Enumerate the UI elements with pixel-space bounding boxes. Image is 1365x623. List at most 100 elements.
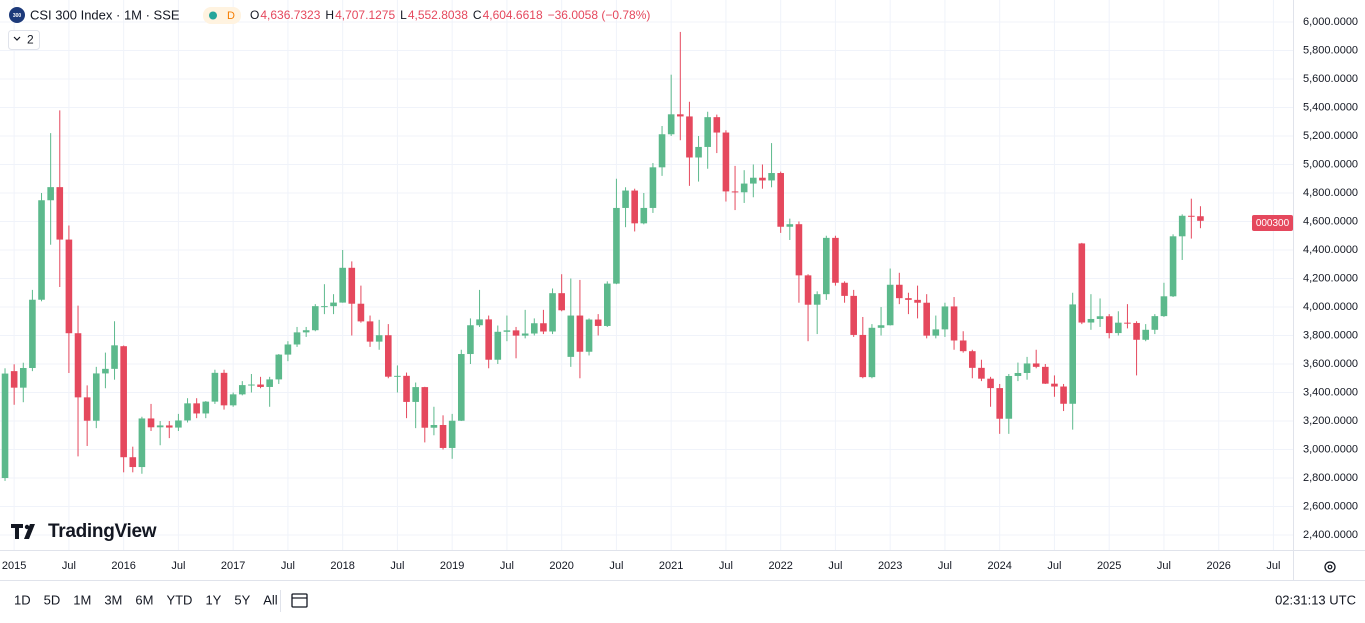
y-tick-label: 3,000.0000 bbox=[1303, 443, 1358, 455]
range-button[interactable]: 5D bbox=[44, 592, 61, 607]
candle-body bbox=[412, 387, 419, 402]
candle-body bbox=[1133, 322, 1140, 340]
candle-body bbox=[868, 327, 876, 378]
candle-body bbox=[950, 306, 958, 341]
candle-body bbox=[886, 284, 894, 326]
candle-body bbox=[38, 200, 45, 300]
y-tick-label: 3,600.0000 bbox=[1303, 358, 1358, 370]
candle-body bbox=[293, 332, 301, 345]
candle-body bbox=[1042, 366, 1049, 384]
candle-body bbox=[311, 306, 319, 331]
range-button[interactable]: 1M bbox=[73, 592, 91, 607]
candle-body bbox=[302, 330, 310, 333]
candle-body bbox=[403, 375, 410, 402]
candle-body bbox=[969, 351, 976, 368]
x-tick-label: 2022 bbox=[768, 560, 792, 572]
y-tick-label: 4,800.0000 bbox=[1303, 187, 1358, 199]
candle-body bbox=[1160, 296, 1168, 317]
candle-body bbox=[905, 298, 912, 300]
candle-body bbox=[439, 425, 447, 448]
ohlc-value: 4,636.7323 bbox=[260, 8, 320, 22]
candle-body bbox=[877, 325, 885, 328]
candle-body bbox=[996, 388, 1003, 419]
candle-body bbox=[987, 378, 994, 389]
candle-body bbox=[549, 293, 556, 332]
candle-body bbox=[56, 187, 64, 240]
candle-body bbox=[257, 384, 264, 387]
ohlc-label: L bbox=[400, 8, 407, 22]
candle-body bbox=[731, 191, 739, 193]
indicators-toggle[interactable] bbox=[8, 30, 40, 50]
x-tick-label: 2015 bbox=[2, 560, 26, 572]
candle-body bbox=[1151, 316, 1159, 330]
candle-body bbox=[923, 302, 930, 336]
x-tick-label: Jul bbox=[1266, 560, 1280, 572]
candle-body bbox=[530, 323, 538, 334]
candle-body bbox=[193, 403, 200, 414]
y-tick-label: 4,200.0000 bbox=[1303, 272, 1358, 284]
x-tick-label: Jul bbox=[719, 560, 733, 572]
x-tick-label: 2016 bbox=[111, 560, 135, 572]
candle-body bbox=[19, 367, 27, 388]
candle-body bbox=[813, 294, 821, 305]
range-button[interactable]: 1Y bbox=[205, 592, 221, 607]
candle-body bbox=[430, 425, 438, 428]
range-button[interactable]: YTD bbox=[166, 592, 192, 607]
time-axis: 2015 Jul 2016 Jul 2017 Jul 2018 Jul 2019 Jul 2020 J… bbox=[2, 560, 1281, 572]
candle-body bbox=[841, 282, 848, 296]
ohlc-legend: O 4,636.7323 H 4,707.1275 L 4,552.8038 C 4,604.… bbox=[250, 8, 543, 22]
indicators-count: 2 bbox=[27, 33, 34, 47]
range-button[interactable]: 6M bbox=[135, 592, 153, 607]
candle-body bbox=[74, 333, 82, 398]
settings-button[interactable] bbox=[1324, 561, 1336, 573]
candle-body bbox=[613, 207, 620, 284]
candle-body bbox=[1105, 316, 1113, 334]
candle-body bbox=[695, 146, 702, 158]
candle-body bbox=[1078, 243, 1086, 323]
price-axis: 2,400.0000 2,600.0000 2,800.0000 3,000.0000… bbox=[1303, 16, 1358, 541]
candle-body bbox=[47, 187, 54, 201]
candle-body bbox=[896, 284, 903, 299]
candle-body bbox=[740, 183, 748, 193]
date-range-button[interactable] bbox=[291, 593, 308, 608]
candle-body bbox=[485, 319, 492, 360]
candle-body bbox=[375, 335, 383, 342]
candle-body bbox=[722, 132, 730, 192]
candle-body bbox=[494, 331, 502, 360]
x-tick-label: 2018 bbox=[330, 560, 354, 572]
candle-body bbox=[804, 275, 812, 305]
y-tick-label: 3,200.0000 bbox=[1303, 415, 1358, 427]
clock[interactable]: 02:31:13 UTC bbox=[1275, 592, 1356, 607]
candle-body bbox=[467, 325, 474, 355]
price-tag-label: 000300 bbox=[1256, 218, 1290, 229]
candle-body bbox=[622, 190, 629, 208]
range-button[interactable]: 5Y bbox=[234, 592, 250, 607]
candle-body bbox=[786, 224, 794, 227]
symbol-title[interactable]: CSI 300 Index · 1M · SSE bbox=[30, 7, 180, 22]
range-button[interactable]: 1D bbox=[14, 592, 31, 607]
candle-body bbox=[1197, 216, 1204, 221]
candle-body bbox=[1087, 318, 1095, 323]
x-tick-label: 2021 bbox=[659, 560, 683, 572]
candle-body bbox=[750, 177, 757, 184]
settings-gear-center bbox=[1327, 564, 1333, 570]
market-status-dot bbox=[209, 11, 217, 20]
candle-body bbox=[1096, 316, 1104, 319]
x-tick-label: Jul bbox=[938, 560, 952, 572]
candle-body bbox=[83, 397, 91, 421]
range-button[interactable]: 3M bbox=[104, 592, 122, 607]
range-button[interactable]: All bbox=[263, 592, 278, 607]
candle-body bbox=[1178, 215, 1186, 237]
change: −36.0058 (−0.78%) bbox=[548, 8, 651, 22]
candle-body bbox=[667, 114, 675, 135]
ohlc-value: 4,707.1275 bbox=[335, 8, 395, 22]
candle-body bbox=[384, 335, 392, 377]
candle-body bbox=[339, 267, 346, 303]
candle-body bbox=[941, 306, 949, 330]
x-tick-label: 2017 bbox=[221, 560, 245, 572]
x-tick-label: 2020 bbox=[549, 560, 573, 572]
candle-body bbox=[1115, 322, 1122, 334]
y-tick-label: 5,800.0000 bbox=[1303, 44, 1358, 56]
